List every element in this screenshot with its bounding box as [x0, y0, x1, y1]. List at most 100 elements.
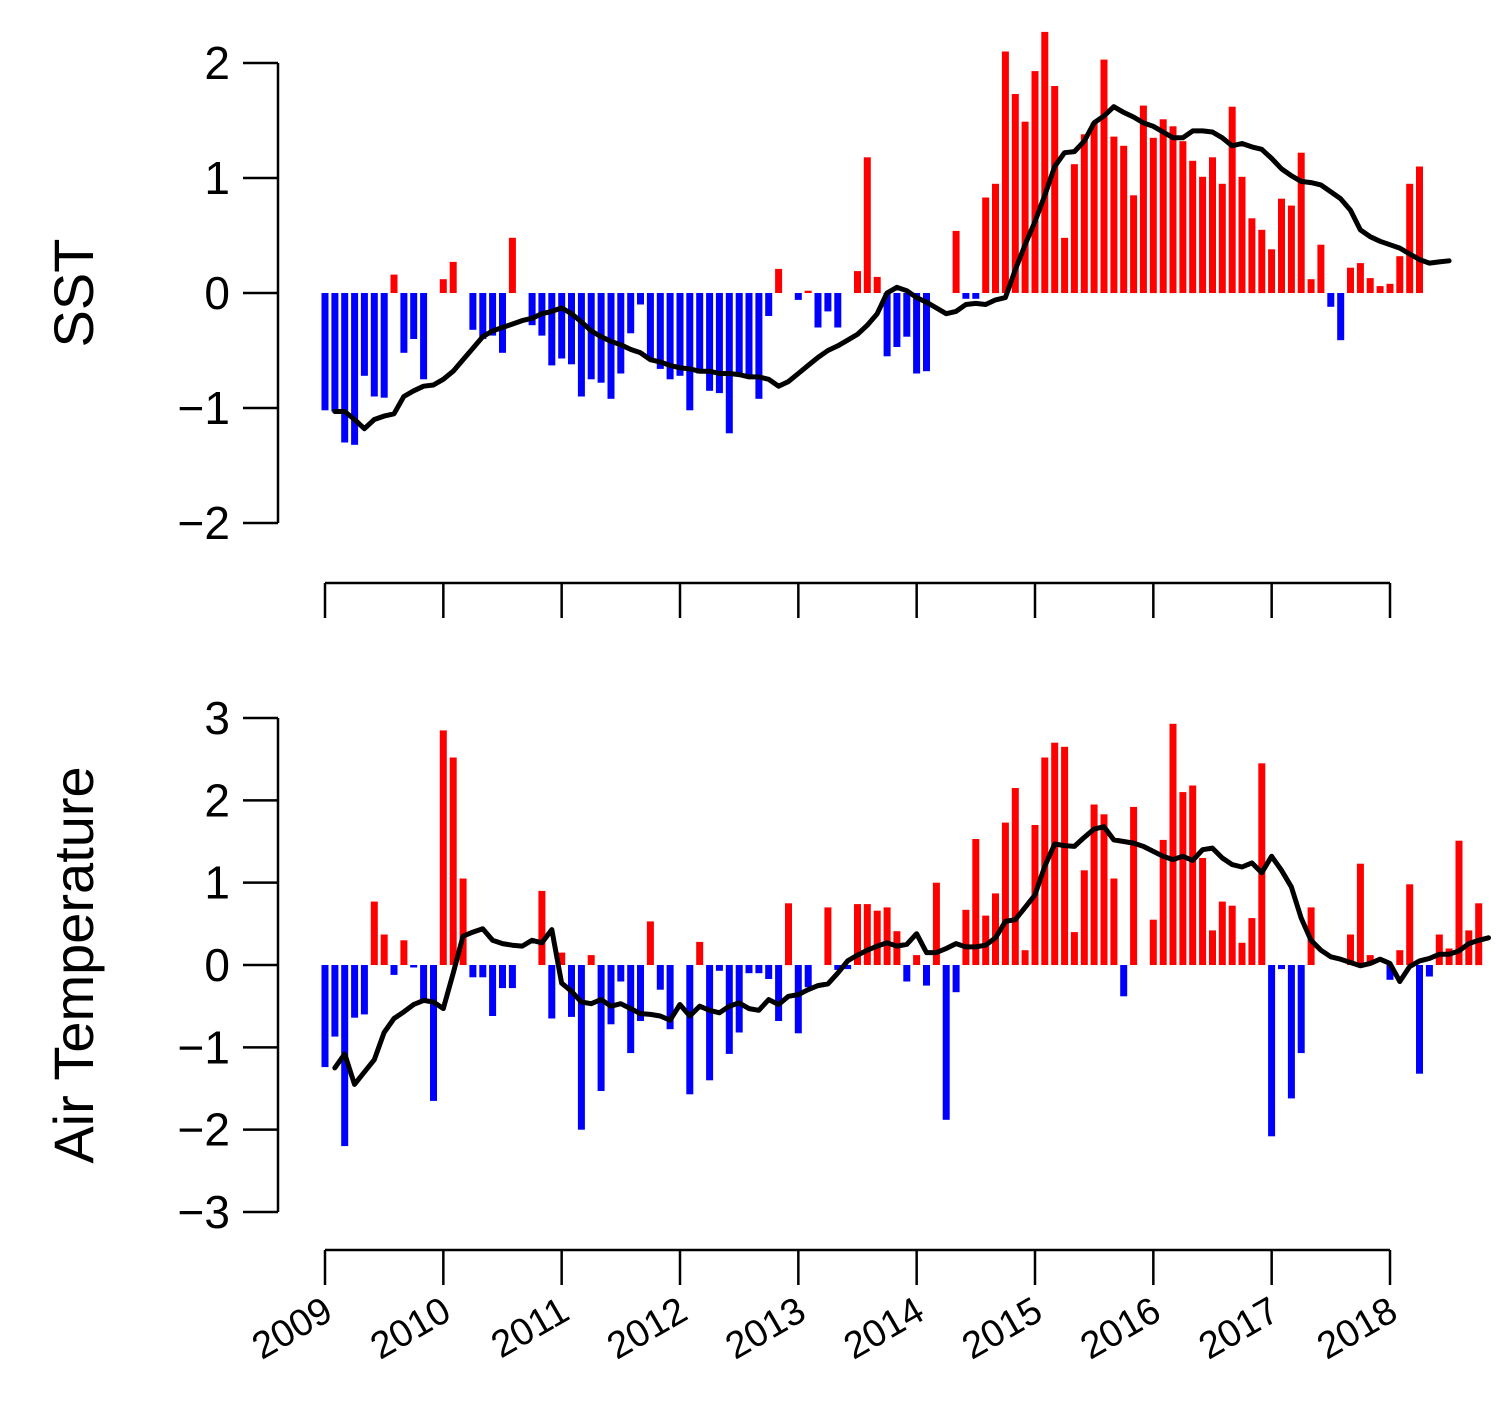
- x-tick-label: 2013: [719, 1289, 813, 1368]
- bar: [1189, 785, 1197, 965]
- bar: [489, 293, 497, 336]
- y-tick-label: 0: [204, 939, 230, 991]
- y-tick-label: −3: [178, 1186, 230, 1238]
- bar: [1149, 137, 1157, 294]
- y-axis-label: Air Temperature: [42, 766, 105, 1163]
- bar: [1199, 176, 1207, 293]
- y-tick-label: −1: [178, 382, 230, 434]
- bar: [1475, 903, 1483, 966]
- bar: [499, 965, 506, 989]
- x-tick-label: 2012: [600, 1289, 694, 1368]
- bar: [982, 915, 990, 965]
- bar: [1139, 105, 1147, 293]
- bar: [1287, 965, 1295, 1099]
- bar: [1238, 176, 1246, 293]
- y-tick-label: 1: [204, 857, 230, 909]
- bar: [1149, 919, 1157, 965]
- y-tick-label: −2: [178, 1104, 230, 1156]
- bar: [1179, 792, 1187, 965]
- bar: [370, 293, 378, 397]
- bar: [923, 965, 930, 986]
- bar: [785, 903, 792, 966]
- bar: [1051, 86, 1059, 293]
- bar: [637, 965, 644, 1021]
- bar: [400, 940, 408, 965]
- bar: [1011, 788, 1019, 965]
- bar: [479, 293, 487, 339]
- bar: [656, 965, 664, 990]
- bar: [1228, 905, 1236, 965]
- bar: [814, 293, 822, 328]
- bar: [1317, 244, 1325, 293]
- x-tick-label: 2017: [1192, 1289, 1286, 1368]
- bar: [686, 965, 694, 1095]
- y-tick-label: 2: [204, 774, 230, 826]
- x-tick-label: 2016: [1074, 1289, 1168, 1368]
- bar: [1070, 932, 1078, 965]
- bar: [1228, 106, 1236, 293]
- bar: [1159, 119, 1167, 293]
- bar: [883, 907, 891, 965]
- bar: [1001, 822, 1009, 965]
- bar: [1297, 965, 1305, 1054]
- y-tick-label: −1: [178, 1021, 230, 1073]
- bar: [1120, 145, 1128, 293]
- x-tick-label: 2011: [484, 1289, 576, 1366]
- bar: [1465, 930, 1473, 965]
- bar: [1011, 94, 1019, 293]
- bar: [725, 293, 733, 434]
- bar: [331, 293, 339, 412]
- bar: [696, 293, 704, 374]
- bar: [1100, 59, 1108, 293]
- bar: [538, 890, 546, 965]
- bar: [1406, 884, 1414, 965]
- x-tick-label: 2014: [837, 1289, 931, 1368]
- bar: [834, 965, 842, 970]
- bar: [765, 293, 773, 316]
- bar: [1268, 249, 1276, 293]
- y-tick-label: 3: [204, 692, 230, 744]
- bar: [410, 965, 418, 968]
- bar: [1268, 965, 1276, 1137]
- bar: [873, 276, 881, 293]
- bar: [804, 290, 812, 293]
- bar: [420, 293, 428, 380]
- x-tick-label: 2018: [1310, 1289, 1404, 1368]
- bar: [755, 293, 763, 399]
- bar: [1021, 121, 1029, 293]
- bar: [617, 293, 625, 374]
- bar: [528, 293, 536, 326]
- bar: [646, 921, 654, 965]
- bar: [715, 965, 723, 971]
- bar: [775, 965, 783, 1021]
- bar: [1258, 229, 1266, 294]
- bar: [854, 271, 861, 293]
- y-tick-label: 2: [204, 37, 230, 89]
- bar: [1297, 152, 1305, 293]
- bar: [804, 965, 812, 988]
- bar: [1021, 950, 1029, 965]
- bar: [863, 904, 871, 965]
- bar: [1406, 183, 1414, 294]
- bar: [893, 293, 901, 347]
- bar: [607, 965, 615, 1025]
- bar: [577, 965, 585, 1130]
- bar: [1416, 965, 1423, 1074]
- bar: [1159, 839, 1167, 965]
- bar: [587, 293, 595, 380]
- bar: [1070, 164, 1078, 293]
- bar: [794, 965, 802, 1034]
- bar: [469, 965, 477, 978]
- bar: [607, 293, 615, 399]
- bar: [587, 955, 595, 965]
- bar: [706, 965, 714, 1081]
- bar: [1396, 256, 1404, 293]
- series-line: [332, 824, 1491, 1087]
- bar: [706, 293, 714, 391]
- bar: [420, 965, 428, 1002]
- bar: [558, 952, 566, 965]
- bar: [972, 839, 980, 965]
- bar: [1248, 918, 1256, 965]
- bar: [1376, 286, 1384, 293]
- bar: [765, 965, 773, 979]
